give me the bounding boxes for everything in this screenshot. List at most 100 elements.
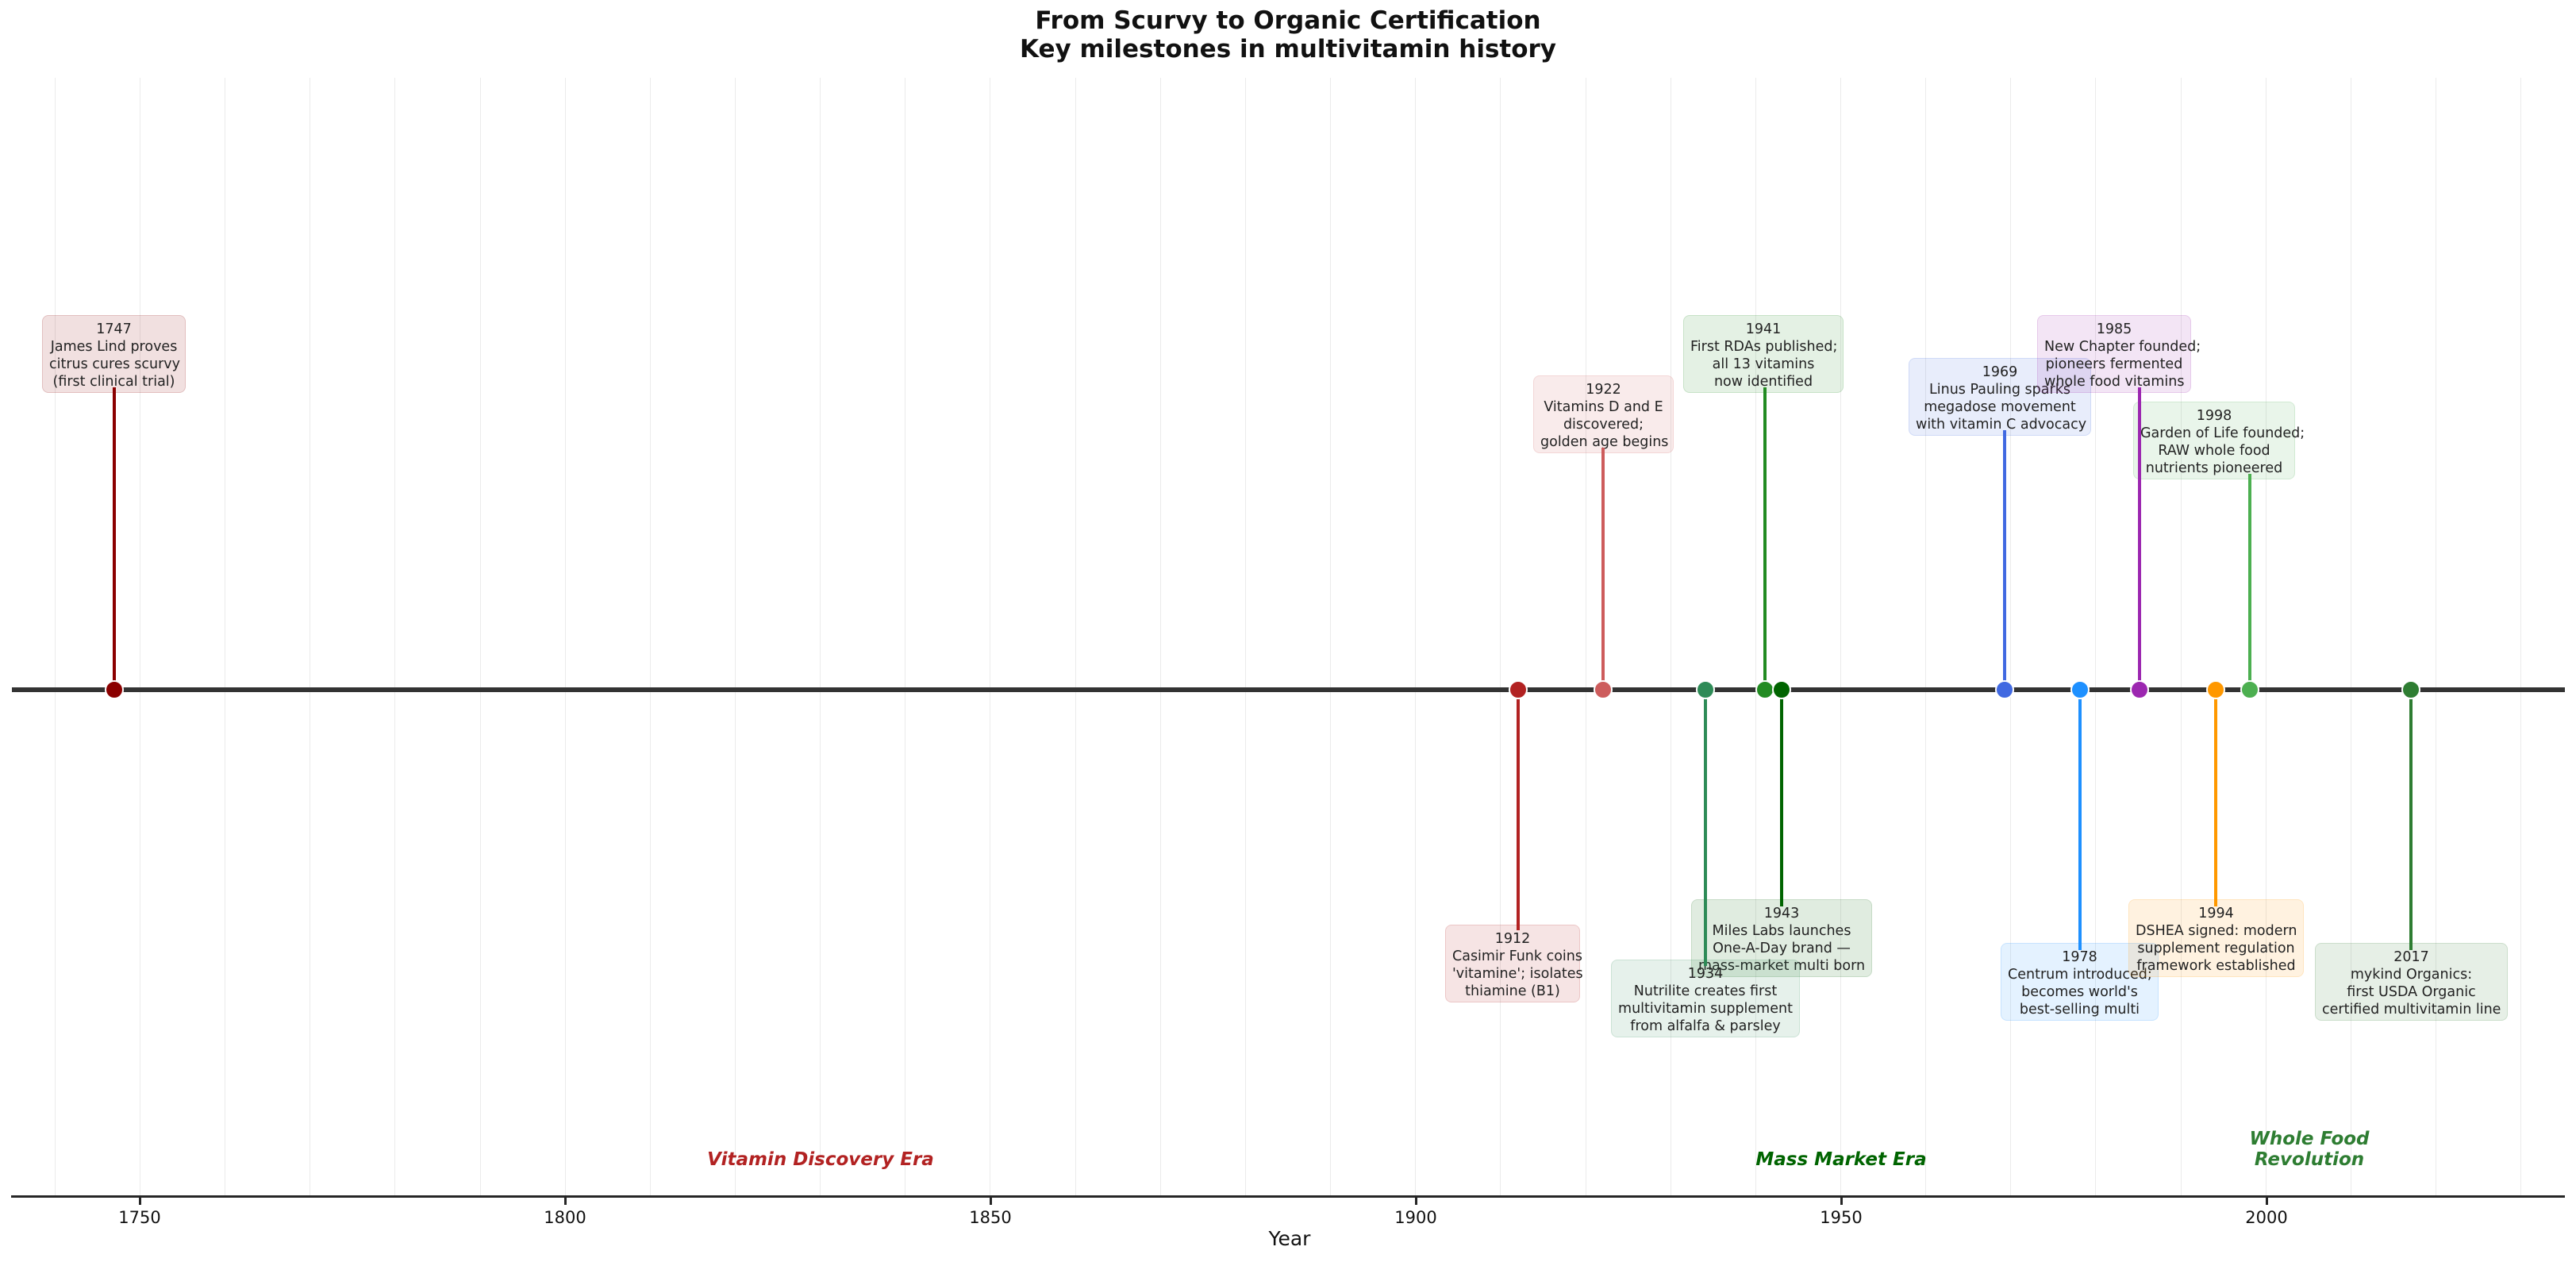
event-marker-1998[interactable] xyxy=(2240,680,2259,699)
event-stem-1922 xyxy=(1601,448,1605,688)
event-text-line: Miles Labs launches xyxy=(1712,923,1851,939)
event-year: 2017 xyxy=(2393,949,2429,965)
event-marker-1985[interactable] xyxy=(2130,680,2149,699)
x-axis xyxy=(11,1195,2565,1198)
event-text-line: mass-market multi born xyxy=(1698,958,1866,974)
x-tick-label: 1750 xyxy=(118,1208,161,1227)
event-label-1934: 1934 Nutrilite creates first multivitami… xyxy=(1611,960,1800,1037)
event-marker-1978[interactable] xyxy=(2070,680,2090,699)
event-text-line: certified multivitamin line xyxy=(2322,1002,2501,1018)
x-tick xyxy=(1415,1197,1417,1205)
gridline xyxy=(2095,78,2096,1196)
event-text-line: framework established xyxy=(2136,958,2296,974)
gridline xyxy=(2181,78,2182,1196)
era-label-mass-market: Mass Market Era xyxy=(1755,1149,1927,1170)
event-text-line: 'vitamine'; isolates xyxy=(1452,966,1583,982)
gridline xyxy=(1755,78,1756,1196)
event-marker-2017[interactable] xyxy=(2401,680,2420,699)
event-text-line: whole food vitamins xyxy=(2044,374,2185,390)
event-text-line: first USDA Organic xyxy=(2347,984,2476,1000)
gridline xyxy=(480,78,481,1196)
era-label-whole-food: Whole Food Revolution xyxy=(2190,1129,2428,1170)
x-tick-label: 1950 xyxy=(1820,1208,1863,1227)
event-stem-1978 xyxy=(2078,692,2082,950)
gridline xyxy=(2520,78,2521,1196)
x-tick-label: 1900 xyxy=(1394,1208,1437,1227)
x-tick xyxy=(1840,1197,1843,1205)
event-text-line: supplement regulation xyxy=(2137,941,2295,956)
gridline xyxy=(1160,78,1161,1196)
gridline xyxy=(1075,78,1076,1196)
event-text-line: RAW whole food xyxy=(2158,443,2270,459)
event-marker-1747[interactable] xyxy=(105,680,124,699)
event-year: 1934 xyxy=(1687,966,1724,982)
event-label-1943: 1943 Miles Labs launches One-A-Day brand… xyxy=(1691,899,1872,977)
event-marker-1943[interactable] xyxy=(1772,680,1791,699)
event-stem-1941 xyxy=(1763,387,1767,688)
event-year: 1912 xyxy=(1494,931,1531,947)
event-text-line: Garden of Life founded; xyxy=(2140,425,2305,441)
gridline xyxy=(1500,78,1501,1196)
event-text-line: multivitamin supplement xyxy=(1618,1001,1793,1017)
event-year: 1922 xyxy=(1586,382,1621,398)
event-label-1969: 1969 Linus Pauling sparks megadose movem… xyxy=(1909,358,2091,436)
event-label-1985: 1985 New Chapter founded; pioneers ferme… xyxy=(2037,315,2201,393)
event-stem-1934 xyxy=(1704,692,1707,966)
event-text-line: Linus Pauling sparks xyxy=(1929,382,2070,398)
era-label-line: Whole Food xyxy=(2249,1129,2370,1149)
gridline xyxy=(650,78,651,1196)
event-text-line: thiamine (B1) xyxy=(1465,983,1560,999)
gridline xyxy=(1245,78,1246,1196)
event-text-line: Casimir Funk coins xyxy=(1452,948,1582,964)
event-text-line: all 13 vitamins xyxy=(1712,356,1815,372)
event-marker-1994[interactable] xyxy=(2206,680,2225,699)
event-marker-1912[interactable] xyxy=(1509,680,1528,699)
gridline xyxy=(2010,78,2011,1196)
event-text-line: Vitamins D and E xyxy=(1544,399,1663,415)
event-label-1994: 1994 DSHEA signed: modern supplement reg… xyxy=(2128,899,2304,977)
event-marker-1934[interactable] xyxy=(1696,680,1715,699)
gridline xyxy=(1925,78,1926,1196)
chart-subtitle: Key milestones in multivitamin history xyxy=(1019,35,1557,63)
gridline xyxy=(820,78,821,1196)
event-marker-1922[interactable] xyxy=(1594,680,1613,699)
gridline xyxy=(1840,78,1841,1196)
event-text-line: One-A-Day brand — xyxy=(1713,941,1851,956)
event-text-line: James Lind proves xyxy=(50,339,178,355)
event-text-line: becomes world's xyxy=(2021,984,2138,1000)
event-text-line: First RDAs published; xyxy=(1690,339,1838,355)
x-tick xyxy=(990,1197,992,1205)
x-axis-label: Year xyxy=(1268,1227,1311,1250)
chart-title: From Scurvy to Organic Certification Key… xyxy=(0,6,2576,63)
event-text-line: Nutrilite creates first xyxy=(1633,983,1778,999)
x-tick-label: 1850 xyxy=(969,1208,1012,1227)
event-year: 1747 xyxy=(96,321,132,337)
event-text-line: New Chapter founded; xyxy=(2044,339,2201,355)
event-year: 1941 xyxy=(1745,321,1782,337)
event-text-line: Centrum introduced; xyxy=(2008,967,2152,983)
event-marker-1969[interactable] xyxy=(1995,680,2014,699)
gridline xyxy=(1330,78,1331,1196)
event-text-line: best-selling multi xyxy=(2019,1002,2140,1018)
timeline-axis xyxy=(12,687,2565,692)
event-text-line: from alfalfa & parsley xyxy=(1630,1018,1781,1034)
event-text-line: with vitamin C advocacy xyxy=(1916,417,2087,433)
x-tick xyxy=(139,1197,141,1205)
event-text-line: (first clinical trial) xyxy=(52,374,175,390)
event-stem-1998 xyxy=(2248,474,2251,688)
event-text-line: discovered; xyxy=(1563,417,1644,433)
event-stem-1943 xyxy=(1780,692,1783,906)
event-year: 1969 xyxy=(1982,364,2018,380)
gridline xyxy=(565,78,566,1196)
event-label-2017: 2017 mykind Organics: first USDA Organic… xyxy=(2315,943,2508,1021)
event-stem-1994 xyxy=(2214,692,2217,906)
event-text-line: DSHEA signed: modern xyxy=(2136,923,2297,939)
event-label-1747: 1747 James Lind proves citrus cures scur… xyxy=(42,315,186,393)
era-label-line: Revolution xyxy=(2254,1149,2365,1170)
chart-title-line1: From Scurvy to Organic Certification xyxy=(1035,6,1541,35)
gridline xyxy=(55,78,56,1196)
event-label-1912: 1912 Casimir Funk coins 'vitamine'; isol… xyxy=(1445,925,1583,1002)
event-stem-1969 xyxy=(2003,430,2006,688)
x-tick xyxy=(564,1197,567,1205)
